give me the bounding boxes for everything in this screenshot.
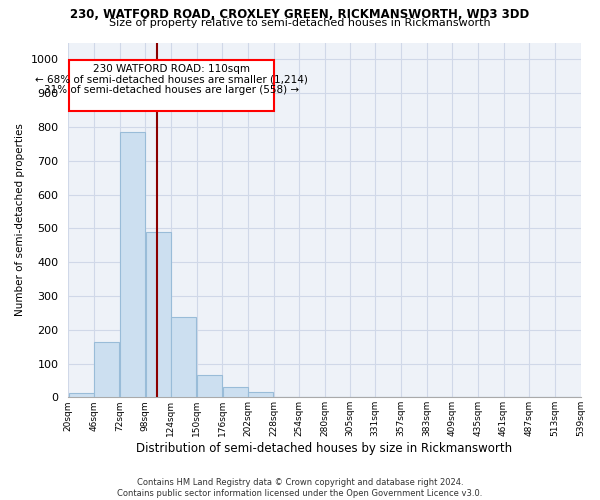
Bar xyxy=(223,387,248,398)
Bar xyxy=(94,342,119,398)
Y-axis label: Number of semi-detached properties: Number of semi-detached properties xyxy=(15,124,25,316)
X-axis label: Distribution of semi-detached houses by size in Rickmansworth: Distribution of semi-detached houses by … xyxy=(136,442,512,455)
Text: 230, WATFORD ROAD, CROXLEY GREEN, RICKMANSWORTH, WD3 3DD: 230, WATFORD ROAD, CROXLEY GREEN, RICKMA… xyxy=(70,8,530,20)
Text: Contains HM Land Registry data © Crown copyright and database right 2024.
Contai: Contains HM Land Registry data © Crown c… xyxy=(118,478,482,498)
Bar xyxy=(248,392,273,398)
Bar xyxy=(120,132,145,398)
Text: 31% of semi-detached houses are larger (558) →: 31% of semi-detached houses are larger (… xyxy=(44,85,299,95)
FancyBboxPatch shape xyxy=(69,60,274,111)
Bar xyxy=(146,232,170,398)
Text: 230 WATFORD ROAD: 110sqm: 230 WATFORD ROAD: 110sqm xyxy=(93,64,250,74)
Text: Size of property relative to semi-detached houses in Rickmansworth: Size of property relative to semi-detach… xyxy=(109,18,491,28)
Bar xyxy=(197,376,222,398)
Bar xyxy=(68,393,94,398)
Bar xyxy=(172,317,196,398)
Text: ← 68% of semi-detached houses are smaller (1,214): ← 68% of semi-detached houses are smalle… xyxy=(35,74,308,85)
